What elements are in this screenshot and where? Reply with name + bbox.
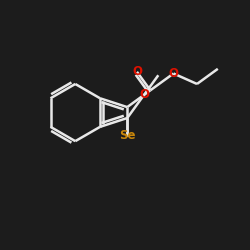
Text: O: O: [132, 65, 142, 78]
Text: Se: Se: [119, 129, 136, 142]
Text: O: O: [168, 67, 178, 80]
Text: O: O: [139, 88, 149, 102]
